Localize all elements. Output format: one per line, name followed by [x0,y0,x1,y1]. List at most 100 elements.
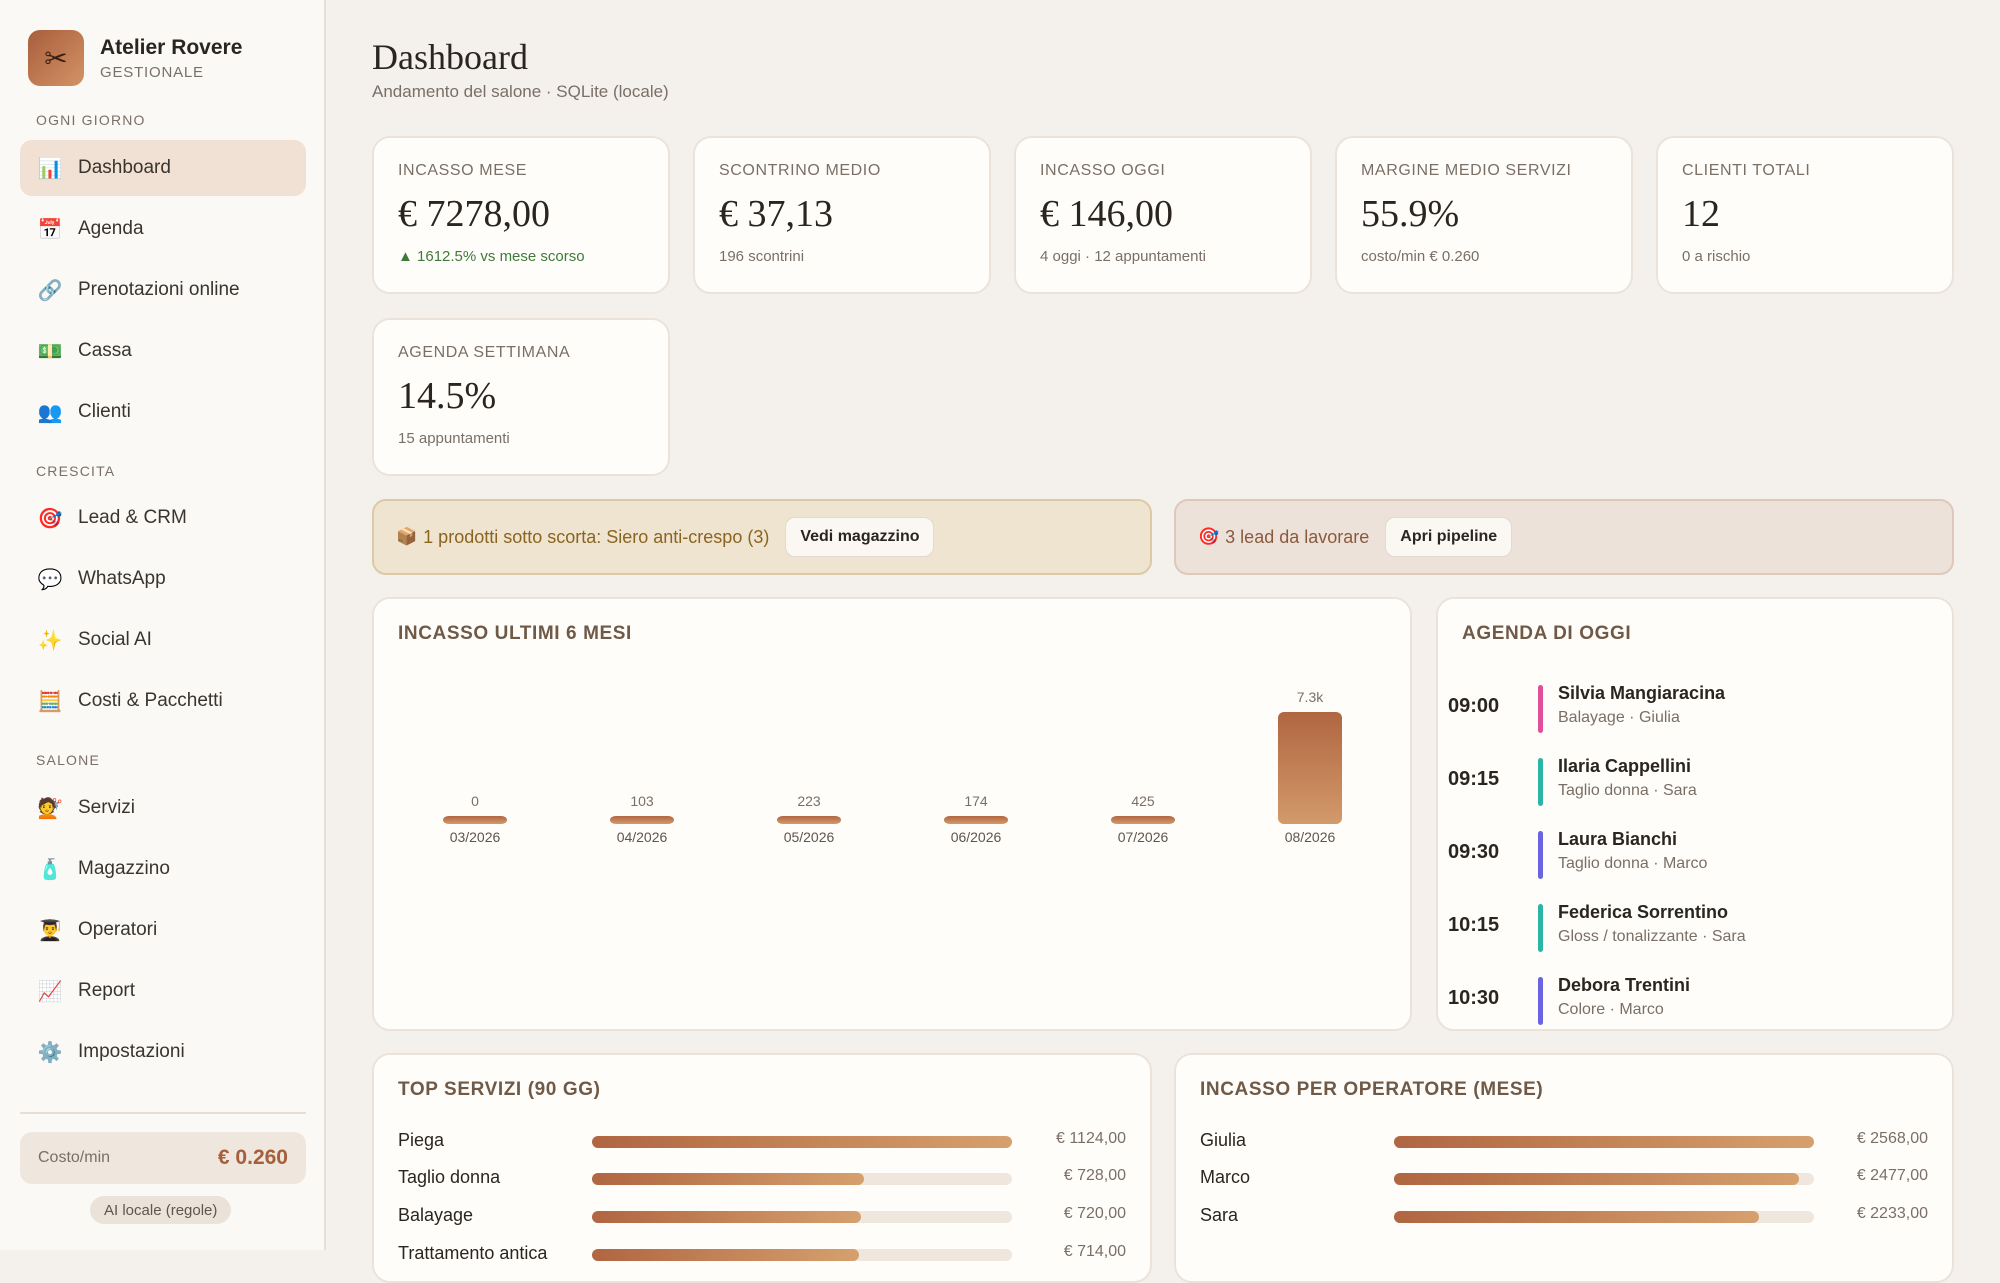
client-name: Silvia Mangiaracina [1558,683,1726,703]
sidebar-item-clienti[interactable]: 👥 Clienti [20,384,306,440]
cost-per-minute: Costo/min € 0.260 [20,1132,306,1184]
bar-fill [592,1249,859,1261]
kpi-card-margine-medio: MARGINE MEDIO SERVIZI 55.9% costo/min € … [1335,136,1633,294]
bar-value-label: 103 [630,793,654,809]
operator-color-bar [1538,904,1543,952]
package-icon: 📦 [396,527,418,546]
operator-color-bar [1538,977,1543,1025]
service-operator: Taglio donna · Sara [1558,782,1697,799]
sidebar-item-label: Lead & CRM [78,507,187,528]
leads-alert: 🎯 3 lead da lavorare Apri pipeline [1174,499,1954,575]
kpi-value: 55.9% [1361,193,1460,235]
link-icon: 🔗 [37,279,63,302]
service-revenue: € 728,00 [1063,1167,1126,1184]
operator-revenue: € 2477,00 [1856,1167,1928,1184]
kpi-note: 4 oggi · 12 appuntamenti [1040,248,1206,265]
lotion-bottle-icon: 🧴 [37,858,63,881]
trend-chart-icon: 📈 [37,980,63,1003]
revenue-bar [777,816,841,824]
chat-bubble-icon: 💬 [37,568,63,591]
service-name: Balayage [398,1205,474,1225]
sidebar-item-impostazioni[interactable]: ⚙️ Impostazioni [20,1024,306,1080]
brand[interactable]: ✂ Atelier Rovere GESTIONALE [28,30,242,86]
operator-color-bar [1538,831,1543,879]
bar-track [592,1173,1012,1185]
sidebar-item-social-ai[interactable]: ✨ Social AI [20,612,306,668]
kpi-trend: ▲ 1612.5% vs mese scorso [398,248,585,265]
view-warehouse-button[interactable]: Vedi magazzino [785,517,935,557]
cost-label: Costo/min [38,1149,111,1166]
open-pipeline-button[interactable]: Apri pipeline [1385,517,1513,557]
sidebar-item-label: Agenda [78,218,144,239]
kpi-note: 196 scontrini [719,248,805,265]
appointment-item[interactable]: 09:15 Ilaria Cappellini Taglio donna · S… [1448,754,1938,810]
bar-value-label: 0 [471,793,479,809]
operator-color-bar [1538,685,1543,733]
bar-fill [592,1211,862,1223]
kpi-card-scontrino-medio: SCONTRINO MEDIO € 37,13 196 scontrini [693,136,991,294]
calendar-icon: 📅 [37,218,63,241]
bar-track [1394,1211,1814,1223]
kpi-note: 15 appuntamenti [398,430,510,447]
top-services-title: TOP SERVIZI (90 GG) [398,1079,601,1100]
client-name: Debora Trentini [1558,975,1691,995]
revenue-bar [944,816,1008,824]
sidebar-item-label: Costi & Pacchetti [78,690,223,711]
kpi-note: 0 a rischio [1682,248,1751,265]
x-tick-label: 04/2026 [617,829,668,845]
appointment-item[interactable]: 09:30 Laura Bianchi Taglio donna · Marco [1448,827,1938,883]
sidebar-item-label: Clienti [78,401,131,422]
bar-fill [1394,1173,1800,1185]
section-label-salone: SALONE [36,752,100,768]
sidebar-item-servizi[interactable]: 💇 Servizi [20,780,306,836]
section-label-crescita: CRESCITA [36,463,116,479]
service-row: Balayage € 720,00 [398,1201,1126,1231]
service-name: Piega [398,1130,445,1150]
kpi-value: 14.5% [398,375,497,417]
appointment-time: 09:15 [1448,768,1500,790]
sidebar-item-label: Operatori [78,919,158,940]
sidebar-item-prenotazioni-online[interactable]: 🔗 Prenotazioni online [20,262,306,318]
revenue-bar [1278,712,1342,824]
bar-fill [592,1173,865,1185]
sidebar-item-lead-crm[interactable]: 🎯 Lead & CRM [20,490,306,546]
sidebar-item-label: Dashboard [78,157,171,178]
appointment-item[interactable]: 10:30 Debora Trentini Colore · Marco [1448,973,1938,1029]
service-name: Trattamento antica [398,1243,548,1263]
sidebar-item-operatori[interactable]: 👨‍🎓 Operatori [20,902,306,958]
kpi-label: CLIENTI TOTALI [1682,162,1811,179]
appointment-item[interactable]: 09:00 Silvia Mangiaracina Balayage · Giu… [1448,681,1938,737]
kpi-value: € 37,13 [719,193,833,235]
operator-icon: 👨‍🎓 [37,919,63,942]
money-icon: 💵 [37,340,63,363]
sidebar: ✂ Atelier Rovere GESTIONALE OGNI GIORNO … [0,0,326,1250]
sidebar-item-whatsapp[interactable]: 💬 WhatsApp [20,551,306,607]
sidebar-item-magazzino[interactable]: 🧴 Magazzino [20,841,306,897]
operator-row: Giulia € 2568,00 [1200,1126,1928,1156]
service-operator: Gloss / tonalizzante · Sara [1558,928,1746,945]
revenue-bar [610,816,674,824]
brand-subtitle: GESTIONALE [100,63,204,81]
operator-revenue: € 2568,00 [1856,1130,1928,1147]
service-revenue: € 1124,00 [1056,1130,1126,1147]
sidebar-item-report[interactable]: 📈 Report [20,963,306,1019]
appointment-time: 10:30 [1448,987,1500,1009]
appointment-item[interactable]: 10:15 Federica Sorrentino Gloss / tonali… [1448,900,1938,956]
bar-value-label: 425 [1131,793,1155,809]
page-title: Dashboard [372,37,528,77]
sidebar-item-label: WhatsApp [78,568,166,589]
service-revenue: € 714,00 [1063,1243,1126,1260]
sidebar-item-cassa[interactable]: 💵 Cassa [20,323,306,379]
sidebar-item-costi-pacchetti[interactable]: 🧮 Costi & Pacchetti [20,673,306,729]
kpi-value: 12 [1682,193,1720,235]
service-name: Taglio donna [398,1167,501,1187]
sidebar-item-agenda[interactable]: 📅 Agenda [20,201,306,257]
users-icon: 👥 [37,401,63,424]
appointment-time: 09:30 [1448,841,1500,863]
leads-text: 3 lead da lavorare [1225,526,1370,547]
sidebar-divider [20,1112,306,1114]
scissors-icon: ✂ [28,30,84,86]
sidebar-item-label: Servizi [78,797,136,818]
x-tick-label: 08/2026 [1285,829,1336,845]
sidebar-item-dashboard[interactable]: 📊 Dashboard [20,140,306,196]
